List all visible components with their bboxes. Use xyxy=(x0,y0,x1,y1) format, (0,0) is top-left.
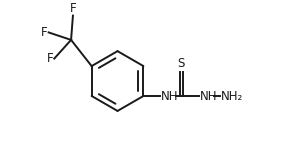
Text: S: S xyxy=(177,57,185,70)
Text: F: F xyxy=(41,26,48,39)
Text: F: F xyxy=(70,2,76,15)
Text: NH₂: NH₂ xyxy=(221,90,243,103)
Text: NH: NH xyxy=(161,90,179,103)
Text: NH: NH xyxy=(200,90,217,103)
Text: F: F xyxy=(47,52,53,65)
